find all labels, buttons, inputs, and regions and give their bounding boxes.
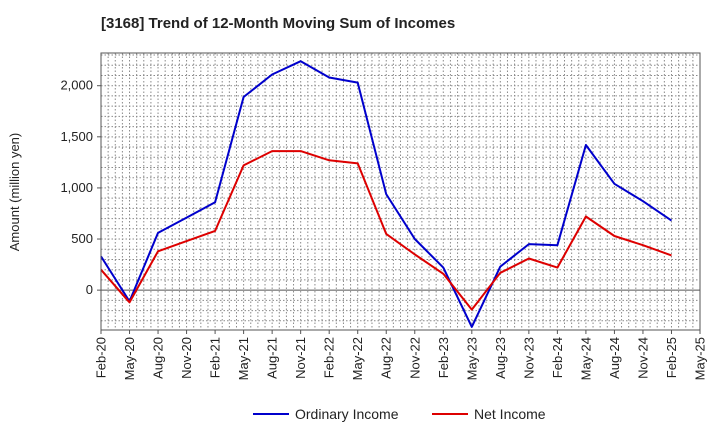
x-tick-label: Feb-25 — [664, 337, 679, 378]
x-tick-label: May-24 — [578, 337, 593, 380]
legend: Ordinary Income Net Income — [253, 406, 546, 422]
y-axis-ticks: 0 500 1,000 1,500 2,000 — [60, 78, 101, 297]
x-tick-label: May-20 — [122, 337, 137, 380]
x-tick-label: May-21 — [236, 337, 251, 380]
legend-label-ordinary-income: Ordinary Income — [295, 406, 399, 422]
y-tick-label: 0 — [86, 282, 93, 297]
y-tick-label: 2,000 — [60, 78, 93, 93]
x-tick-label: Nov-24 — [636, 337, 651, 379]
x-tick-label: Nov-21 — [293, 337, 308, 379]
legend-label-net-income: Net Income — [474, 406, 546, 422]
x-tick-label: Nov-23 — [521, 337, 536, 379]
x-tick-label: May-22 — [350, 337, 365, 380]
y-tick-label: 500 — [71, 231, 93, 246]
x-tick-label: Nov-22 — [407, 337, 422, 379]
series-line-ordinary-income — [100, 60, 673, 328]
x-tick-label: Aug-21 — [265, 337, 280, 379]
x-tick-label: Nov-20 — [179, 337, 194, 379]
plot-frame — [100, 52, 701, 331]
x-tick-label: Feb-20 — [94, 337, 109, 378]
horizontal-gridlines — [101, 54, 700, 322]
x-tick-label: Feb-24 — [550, 337, 565, 378]
y-tick-label: 1,500 — [60, 129, 93, 144]
plot-border — [100, 52, 701, 331]
x-tick-label: May-25 — [693, 337, 708, 380]
x-tick-label: Aug-24 — [607, 337, 622, 379]
y-axis-title: Amount (million yen) — [7, 133, 22, 252]
series-lines — [100, 60, 673, 328]
chart-title: [3168] Trend of 12-Month Moving Sum of I… — [101, 15, 456, 32]
x-tick-label: Feb-21 — [208, 337, 223, 378]
x-tick-label: Aug-22 — [379, 337, 394, 379]
x-tick-label: Aug-20 — [151, 337, 166, 379]
x-axis-ticks: Feb-20 May-20 Aug-20 Nov-20 Feb-21 May-21 Aug-… — [94, 330, 708, 380]
series-line-net-income — [100, 150, 672, 311]
x-tick-label: Aug-23 — [493, 337, 508, 379]
x-tick-label: Feb-23 — [436, 337, 451, 378]
x-tick-label: May-23 — [464, 337, 479, 380]
x-tick-label: Feb-22 — [322, 337, 337, 378]
y-tick-label: 1,000 — [60, 180, 93, 195]
